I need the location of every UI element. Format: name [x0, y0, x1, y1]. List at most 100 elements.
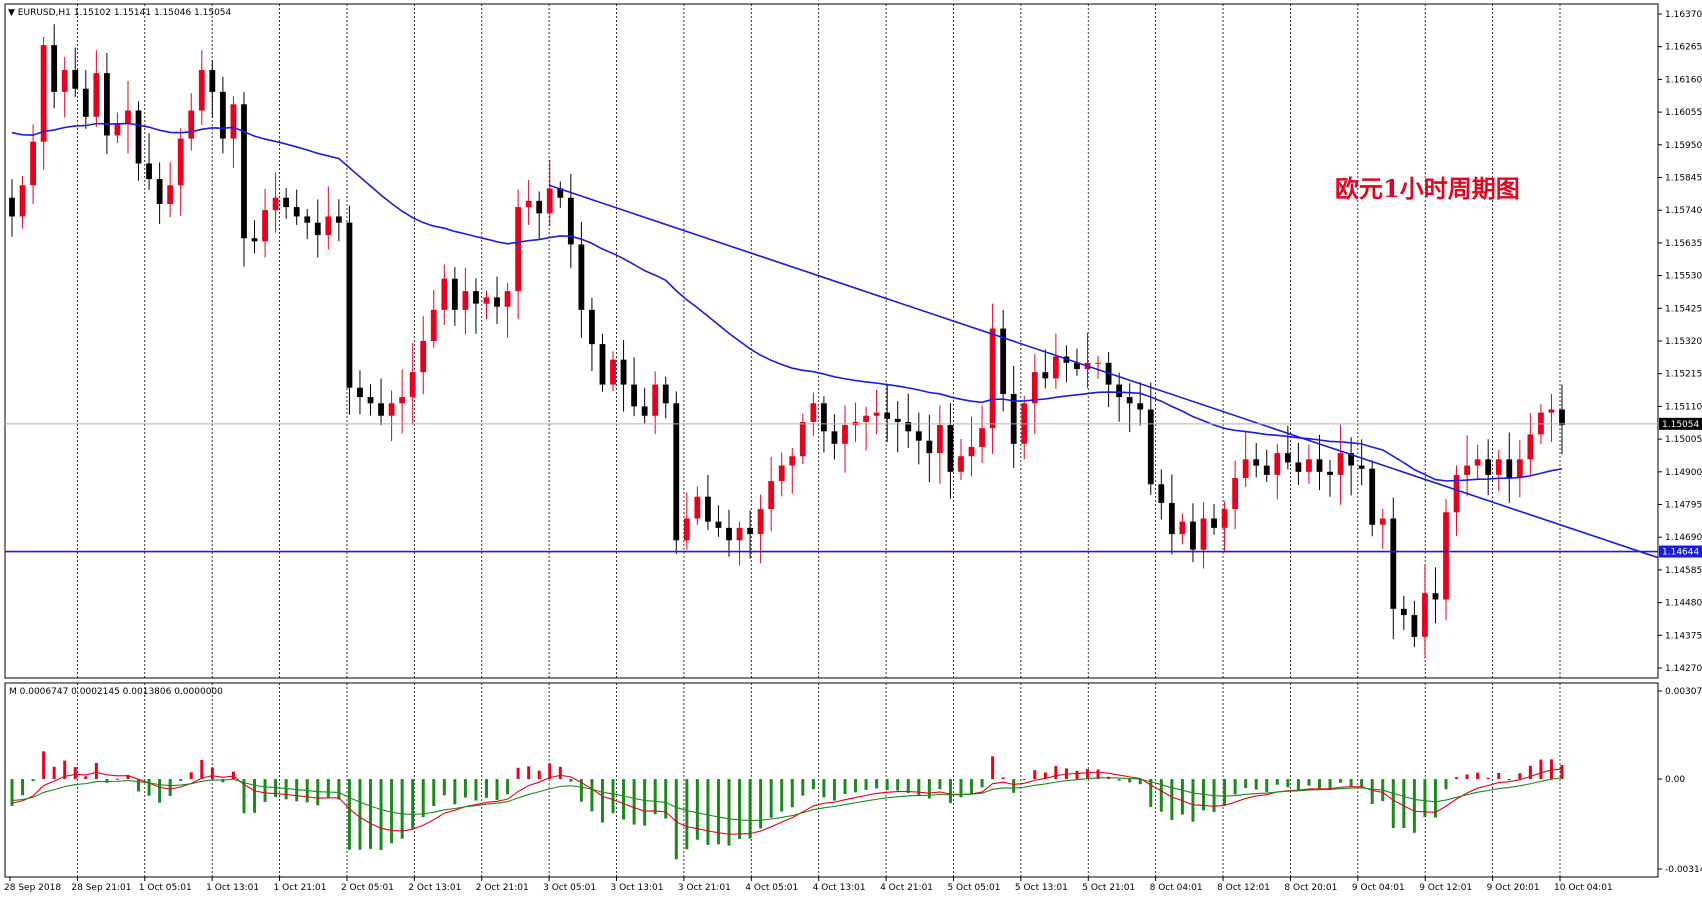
histogram-bar — [780, 779, 784, 812]
indicator-header: M 0.0006747 0.0002145 0.0013806 0.000000… — [9, 687, 223, 697]
histogram-bar — [991, 756, 995, 780]
histogram-bar — [179, 779, 183, 781]
histogram-bar — [73, 767, 77, 780]
momentum-histogram — [10, 751, 1564, 860]
candle-body — [314, 222, 321, 236]
candle-body — [72, 70, 79, 89]
time-axis: 28 Sep 2018 28 Sep 21:01 1 Oct 05:01 1 Oct … — [4, 877, 1613, 893]
histogram-bar — [432, 779, 436, 806]
price-tick-label: 1.14690 — [1665, 533, 1702, 543]
candle-body — [188, 110, 195, 139]
histogram-bar — [369, 779, 373, 849]
histogram-bar — [1086, 769, 1090, 780]
candle-body — [557, 188, 564, 198]
histogram-bar — [1349, 779, 1353, 787]
histogram-bar — [738, 779, 742, 840]
histogram-bar — [959, 779, 963, 798]
histogram-bar — [295, 779, 299, 802]
indicator-plot-frame — [4, 682, 1659, 878]
histogram-bar — [537, 770, 541, 780]
candle-body — [430, 309, 437, 341]
candle-body — [82, 88, 89, 117]
histogram-bar — [643, 779, 647, 826]
histogram-bar — [1317, 779, 1321, 790]
candle-body — [1474, 459, 1481, 466]
candle-body — [1337, 453, 1344, 475]
histogram-bar — [63, 760, 67, 780]
histogram-bar — [558, 766, 562, 780]
histogram-bar — [1180, 779, 1184, 815]
histogram-bar — [1149, 779, 1153, 808]
histogram-bar — [727, 779, 731, 846]
histogram-bar — [1465, 774, 1469, 780]
candle-body — [1147, 409, 1154, 485]
candle-body — [198, 70, 205, 111]
histogram-bar — [400, 779, 404, 839]
histogram-bar — [632, 779, 636, 825]
support-price-label: 1.14644 — [1662, 548, 1699, 558]
candle-body — [683, 518, 690, 541]
histogram-bar — [896, 779, 900, 791]
candlesticks — [9, 24, 1565, 659]
histogram-bar — [801, 779, 805, 796]
candle-body — [1074, 362, 1080, 370]
histogram-bar — [527, 766, 531, 780]
candle-body — [51, 45, 58, 92]
histogram-bar — [875, 779, 879, 789]
time-tick-label: 28 Sep 21:01 — [71, 883, 131, 893]
candle-body — [778, 465, 785, 482]
histogram-bar — [1223, 779, 1227, 805]
candle-body — [1464, 465, 1471, 475]
candle-body — [610, 359, 616, 385]
time-tick-label: 4 Oct 13:01 — [813, 883, 866, 893]
candle-body — [1390, 518, 1397, 609]
candle-body — [662, 384, 669, 404]
candle-body — [230, 104, 237, 139]
candle-body — [1495, 459, 1502, 475]
candle-body — [536, 200, 543, 214]
histogram-bar — [200, 760, 204, 780]
time-tick-label: 10 Oct 04:01 — [1554, 883, 1613, 893]
histogram-bar — [105, 779, 109, 783]
histogram-bar — [1412, 779, 1416, 833]
histogram-bar — [263, 779, 267, 802]
candle-body — [1485, 459, 1492, 475]
candle-body — [1432, 593, 1439, 600]
time-tick-label: 8 Oct 04:01 — [1150, 883, 1203, 893]
histogram-bar — [790, 779, 794, 808]
time-tick-label: 3 Oct 21:01 — [678, 883, 731, 893]
histogram-bar — [1307, 779, 1311, 786]
histogram-bar — [1138, 779, 1142, 785]
histogram-bar — [126, 774, 130, 780]
histogram-bar — [115, 778, 119, 780]
histogram-bar — [1486, 777, 1490, 780]
price-tick-label: 1.14795 — [1665, 501, 1702, 511]
candle-body — [357, 387, 363, 398]
histogram-bar — [980, 779, 984, 788]
candle-body — [1516, 459, 1523, 479]
histogram-bar — [347, 779, 351, 850]
candle-body — [979, 428, 985, 447]
histogram-bar — [337, 779, 341, 800]
histogram-bar — [1096, 769, 1100, 780]
histogram-bar — [1296, 779, 1300, 790]
time-tick-label: 1 Oct 21:01 — [274, 883, 327, 893]
histogram-bar — [1560, 764, 1564, 780]
histogram-bar — [653, 779, 657, 815]
candle-body — [103, 73, 110, 136]
price-tick-label: 1.15530 — [1665, 272, 1702, 282]
histogram-bar — [284, 779, 288, 800]
candle-body — [335, 216, 342, 223]
price-tick-label: 1.15425 — [1665, 304, 1702, 314]
price-tick-label: 1.15845 — [1665, 174, 1702, 184]
time-tick-label: 8 Oct 20:01 — [1284, 883, 1337, 893]
histogram-bar — [31, 779, 35, 782]
candle-body — [757, 509, 764, 535]
candle-body — [378, 403, 384, 416]
histogram-bar — [938, 779, 942, 790]
candle-body — [262, 210, 268, 242]
histogram-bar — [52, 766, 56, 780]
histogram-bar — [948, 779, 952, 804]
histogram-bar — [463, 779, 467, 798]
